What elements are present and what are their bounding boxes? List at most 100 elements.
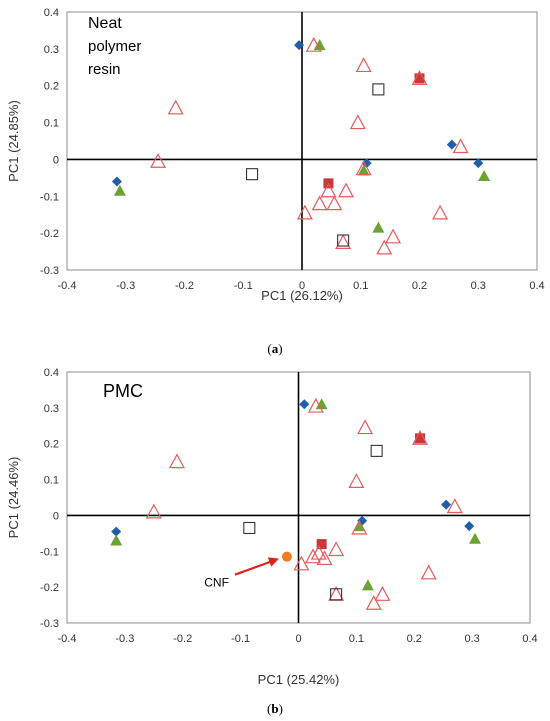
y-tick-label: 0 — [53, 510, 59, 522]
filled-triangle-marker — [313, 39, 326, 51]
caption-open: ( — [267, 341, 271, 356]
open-triangle-marker — [411, 70, 428, 85]
open-square-marker — [337, 234, 350, 247]
filled-square-marker — [415, 433, 426, 444]
open-triangle-marker — [335, 234, 352, 249]
caption-close: ) — [278, 341, 282, 356]
open-triangle-marker — [351, 519, 368, 535]
panel-title-line-3: resin — [88, 61, 121, 78]
y-tick-label: -0.3 — [40, 618, 59, 630]
x-tick-label: 0.2 — [407, 633, 422, 645]
open-triangle-marker — [355, 57, 372, 73]
filled-triangle-marker — [357, 164, 370, 176]
filled-diamond-marker — [294, 40, 305, 51]
y-tick-label: -0.1 — [40, 546, 59, 558]
open-triangle-marker — [385, 228, 402, 244]
open-triangle-marker — [328, 541, 345, 557]
x-tick-label: -0.4 — [58, 280, 77, 292]
open-triangle-marker — [452, 138, 469, 154]
open-triangle-marker — [355, 160, 372, 176]
open-triangle-marker — [316, 550, 333, 566]
filled-diamond-marker — [441, 499, 452, 510]
y-tick-label: 0 — [53, 154, 59, 166]
filled-square-marker — [316, 539, 327, 550]
open-triangle-marker — [412, 430, 429, 445]
x-axis-label: PC1 (26.12%) — [261, 288, 343, 303]
filled-diamond-marker — [111, 176, 122, 187]
x-axis-label: PC1 (25.42%) — [258, 672, 340, 687]
open-triangle-marker — [167, 99, 184, 115]
open-triangle-marker — [320, 182, 337, 198]
filled-square-marker — [414, 73, 425, 84]
x-tick-label: -0.3 — [116, 280, 135, 292]
caption-letter: b — [271, 701, 278, 716]
open-triangle-marker — [376, 239, 393, 255]
caption-letter: a — [272, 341, 279, 356]
open-square-marker — [372, 83, 385, 96]
x-tick-label: -0.3 — [115, 633, 134, 645]
y-axis-label: PC1 (24.46%) — [6, 457, 21, 539]
open-triangle-marker — [420, 564, 437, 580]
y-tick-label: 0.4 — [44, 367, 59, 379]
filled-triangle-marker — [372, 221, 385, 233]
open-triangle-marker — [338, 182, 355, 198]
open-triangle-marker — [326, 195, 343, 211]
open-square-marker — [370, 444, 383, 457]
open-triangle-marker — [349, 114, 366, 130]
open-triangle-marker — [145, 503, 162, 519]
cnf-annotation-label: CNF — [204, 576, 229, 590]
open-square-marker — [246, 168, 259, 181]
open-triangle-marker — [310, 544, 327, 560]
y-axis-label: PC1 (24.85%) — [6, 100, 21, 182]
open-triangle-marker — [150, 153, 167, 168]
filled-triangle-marker — [469, 532, 482, 544]
filled-triangle-marker — [361, 579, 374, 591]
open-triangle-marker — [168, 453, 185, 469]
filled-circle-marker — [281, 551, 292, 562]
filled-triangle-marker — [110, 534, 123, 546]
open-triangle-marker — [311, 195, 328, 211]
caption-close: ) — [279, 701, 283, 716]
open-triangle-marker — [365, 595, 382, 610]
y-tick-label: 0.1 — [44, 118, 59, 130]
open-triangle-marker — [296, 204, 313, 220]
open-triangle-marker — [348, 473, 365, 488]
filled-triangle-marker — [478, 170, 491, 182]
x-tick-label: -0.4 — [58, 633, 77, 645]
filled-diamond-marker — [464, 521, 475, 532]
filled-diamond-marker — [446, 139, 457, 150]
x-tick-label: 0.4 — [529, 280, 544, 292]
annotation-arrow — [234, 559, 274, 576]
y-tick-label: 0.1 — [44, 475, 59, 487]
panel-title-line-1: Neat — [88, 15, 122, 32]
x-tick-label: 0.1 — [353, 280, 368, 292]
open-triangle-marker — [293, 555, 310, 571]
y-tick-label: -0.2 — [40, 582, 59, 594]
y-tick-label: 0.2 — [44, 439, 59, 451]
annotation-arrowhead — [267, 557, 279, 567]
open-triangle-marker — [374, 586, 391, 601]
x-tick-label: -0.1 — [234, 280, 253, 292]
y-tick-label: -0.2 — [40, 228, 59, 240]
panel-title-line-1: PMC — [103, 381, 143, 401]
x-tick-label: -0.2 — [175, 280, 194, 292]
filled-diamond-marker — [299, 399, 310, 410]
open-square-marker — [243, 521, 256, 535]
open-triangle-marker — [357, 419, 374, 435]
y-tick-label: 0.3 — [44, 44, 59, 56]
filled-triangle-marker — [353, 520, 366, 532]
x-tick-label: 0.3 — [464, 633, 479, 645]
panel-caption: (a) — [267, 341, 282, 356]
panel-b: PMC PC1 (25.42%) PC1 (24.46%) CNF (b) -0… — [6, 367, 538, 716]
y-tick-label: 0.2 — [44, 81, 59, 93]
x-tick-label: -0.1 — [231, 633, 250, 645]
x-tick-label: 0.3 — [471, 280, 486, 292]
x-tick-label: 0.2 — [412, 280, 427, 292]
x-tick-label: -0.2 — [173, 633, 192, 645]
y-tick-label: 0.3 — [44, 403, 59, 415]
open-triangle-marker — [446, 498, 463, 514]
x-tick-label: 0.4 — [522, 633, 537, 645]
x-tick-label: 0 — [295, 633, 301, 645]
open-triangle-marker — [432, 204, 449, 220]
